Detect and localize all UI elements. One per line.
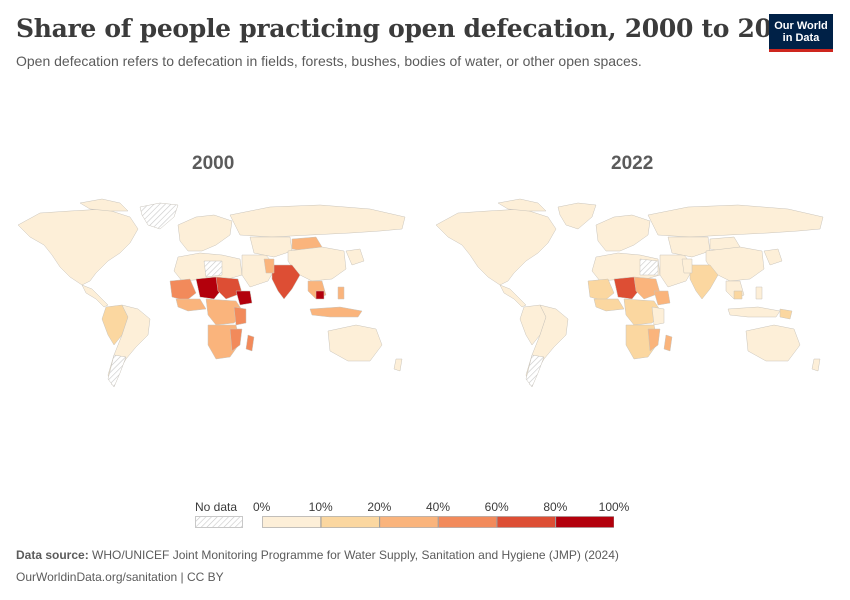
- mozambique-2000: [229, 328, 243, 352]
- mozambique-2022: [647, 328, 661, 352]
- canada-arctic-2022: [497, 198, 547, 212]
- niger-chad-2000: [195, 276, 223, 300]
- legend-bin-80-100[interactable]: [555, 516, 614, 528]
- cambodia-2022: [733, 290, 743, 300]
- map-2000-countries: [17, 198, 406, 388]
- legend-tick-label: 40%: [425, 500, 451, 514]
- russia-2000: [229, 204, 406, 238]
- argentina-2022: [525, 354, 545, 388]
- logo-line-2: in Data: [782, 32, 820, 44]
- legend-bin-20-40[interactable]: [379, 516, 439, 528]
- sudan-2022: [633, 276, 661, 300]
- legend-tick-label: 20%: [367, 500, 392, 514]
- footer-source-text: WHO/UNICEF Joint Monitoring Programme fo…: [92, 548, 619, 562]
- map-2022-countries: [435, 198, 824, 388]
- chart-subtitle: Open defecation refers to defecation in …: [16, 53, 642, 69]
- sudan-2000: [215, 276, 243, 300]
- legend-tick-label: 60%: [484, 500, 509, 514]
- east-africa-2000: [233, 306, 247, 326]
- chart-title: Share of people practicing open defecati…: [16, 14, 806, 43]
- footer-source-label: Data source:: [16, 548, 89, 562]
- map-year-label-2000: 2000: [192, 153, 235, 174]
- north-america-2022: [435, 208, 557, 286]
- niger-chad-2022: [613, 276, 641, 300]
- legend-tick-label: 0%: [253, 500, 271, 514]
- legend-bin-60-80[interactable]: [496, 516, 556, 528]
- india-2000: [271, 264, 301, 300]
- footer-url[interactable]: OurWorldinData.org/sanitation | CC BY: [16, 570, 224, 584]
- legend-tick-label: 10%: [308, 500, 333, 514]
- philippines-2022: [755, 286, 763, 300]
- west-africa-2000: [169, 278, 197, 302]
- central-africa-2022: [623, 298, 663, 326]
- canada-arctic-2000: [79, 198, 129, 212]
- gulf-of-guinea-2000: [175, 298, 207, 312]
- legend-tick-label: 100%: [598, 500, 630, 514]
- legend-bin-10-20[interactable]: [320, 516, 380, 528]
- new-zealand-2022: [811, 358, 821, 372]
- west-africa-2022: [587, 278, 615, 302]
- central-america-2000: [81, 284, 109, 308]
- central-asia-2022: [667, 236, 711, 258]
- ethiopia-2000: [235, 290, 253, 306]
- madagascar-2000: [245, 334, 255, 352]
- world-map-2000: [17, 198, 406, 388]
- libya-2022: [639, 258, 659, 276]
- new-zealand-2000: [393, 358, 403, 372]
- indonesia-2022: [727, 306, 781, 318]
- legend-no-data-swatch: [195, 516, 243, 528]
- madagascar-2022: [663, 334, 673, 352]
- greenland-2000: [139, 202, 179, 230]
- russia-2022: [647, 204, 824, 238]
- papua-2022: [779, 308, 793, 320]
- greenland-2022: [557, 202, 597, 230]
- india-2022: [689, 264, 719, 300]
- europe-2022: [595, 214, 651, 252]
- philippines-2000: [337, 286, 345, 300]
- central-america-2022: [499, 284, 527, 308]
- central-africa-2000: [205, 298, 245, 326]
- east-africa-2022: [651, 306, 665, 326]
- ethiopia-2022: [653, 290, 671, 306]
- legend-tick-label: 80%: [543, 500, 568, 514]
- gulf-of-guinea-2022: [593, 298, 625, 312]
- korea-japan-2000: [345, 248, 365, 266]
- pakistan-2022: [681, 258, 693, 274]
- owid-logo[interactable]: Our World in Data: [769, 14, 833, 52]
- legend-bin-0-10[interactable]: [262, 516, 321, 528]
- legend-no-data-label: No data: [195, 500, 238, 514]
- world-map-2022: [435, 198, 824, 388]
- australia-2022: [745, 324, 801, 362]
- pakistan-2000: [263, 258, 275, 274]
- cambodia-2000: [315, 290, 325, 300]
- footer-source: Data source: WHO/UNICEF Joint Monitoring…: [16, 548, 619, 562]
- north-america-2000: [17, 208, 139, 286]
- western-sahara-2000: [203, 260, 223, 278]
- logo-line-1: Our World: [774, 20, 828, 32]
- central-asia-2000: [249, 236, 293, 258]
- map-year-label-2022: 2022: [611, 153, 654, 174]
- legend-color-scale: [262, 516, 614, 528]
- australia-2000: [327, 324, 383, 362]
- legend-bin-40-60[interactable]: [438, 516, 497, 528]
- indonesia-2000: [309, 306, 363, 318]
- argentina-2000: [107, 354, 127, 388]
- europe-2000: [177, 214, 233, 252]
- korea-japan-2022: [763, 248, 783, 266]
